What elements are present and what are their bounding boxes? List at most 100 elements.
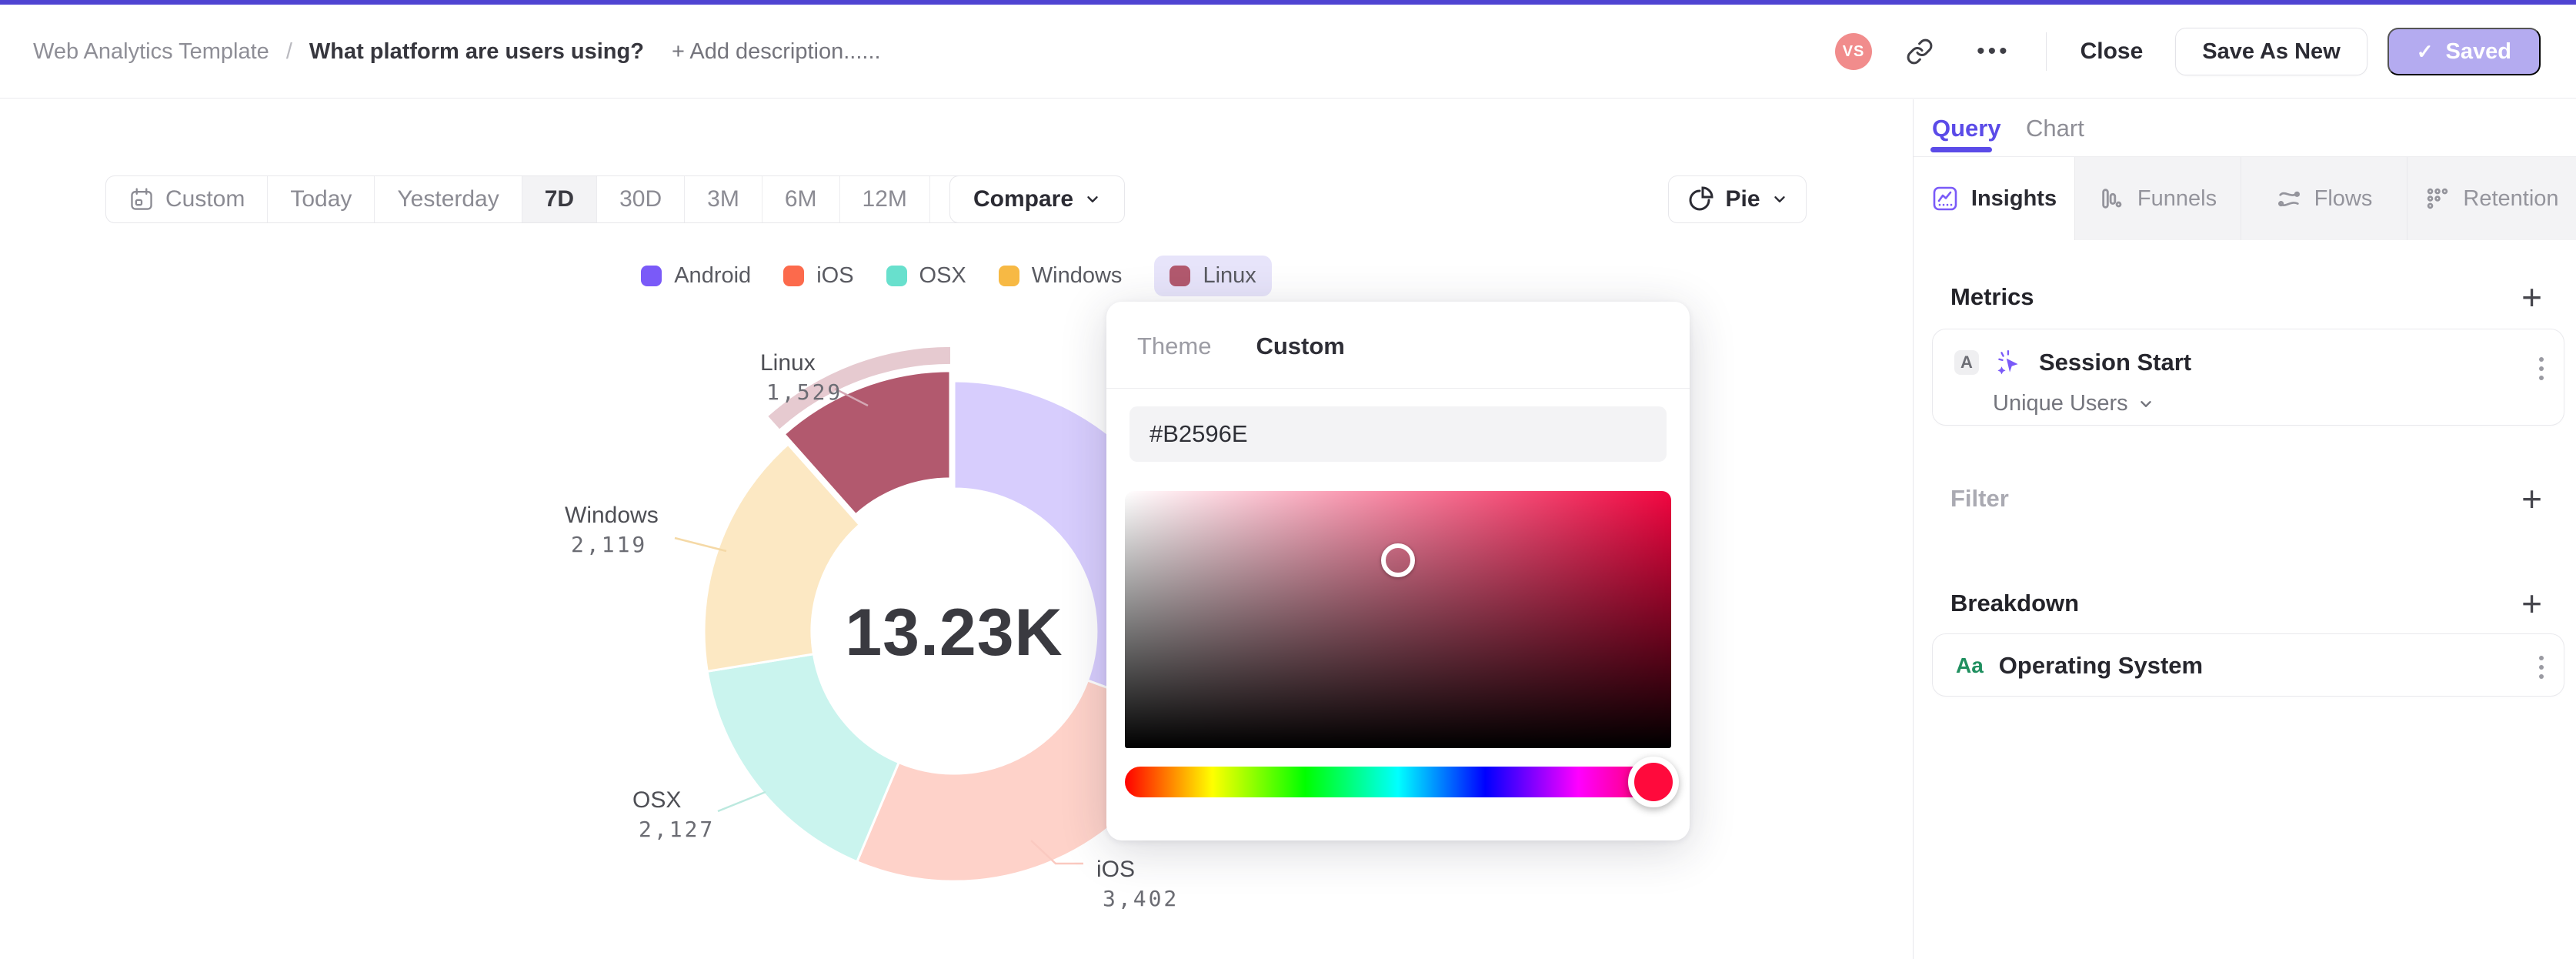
string-property-icon: Aa [1956, 653, 1984, 677]
add-filter-button[interactable]: + [2521, 479, 2542, 519]
tab-funnels[interactable]: Funnels [2074, 157, 2241, 240]
top-accent-bar [0, 0, 2576, 5]
header: Web Analytics Template / What platform a… [0, 5, 2576, 99]
sidebar-divider [1913, 99, 1914, 959]
header-actions: VS ••• Close Save As New ✓ Saved [1835, 5, 2541, 99]
slice-windows[interactable] [702, 443, 861, 673]
hue-slider[interactable] [1125, 767, 1671, 797]
tab-query[interactable]: Query [1932, 115, 2001, 142]
color-picker-popup: Theme Custom [1106, 302, 1690, 840]
chevron-down-icon [1087, 196, 1098, 202]
metric-series-badge: A [1954, 350, 1979, 375]
slice-linux[interactable] [782, 369, 952, 516]
filter-title: Filter [1950, 485, 2009, 512]
date-range-bar: Custom Today Yesterday 7D 30D 3M 6M 12M … [105, 175, 1049, 223]
chart-type-button[interactable]: Pie [1668, 175, 1807, 223]
range-7d[interactable]: 7D [522, 176, 598, 222]
page-title[interactable]: What platform are users using? [309, 38, 644, 64]
metric-kebab-menu-icon[interactable] [2539, 357, 2544, 380]
connector-linux [834, 387, 869, 407]
range-yesterday[interactable]: Yesterday [375, 176, 522, 222]
check-icon: ✓ [2416, 39, 2434, 63]
slice-osx[interactable] [706, 653, 900, 864]
connector-windows [674, 536, 727, 553]
color-marker[interactable] [1381, 543, 1415, 577]
avatar[interactable]: VS [1835, 33, 1873, 70]
breakdown-card: Aa Operating System [1932, 633, 2564, 697]
pie-chart-icon [1690, 186, 1713, 211]
add-metric-button[interactable]: + [2521, 277, 2542, 317]
chart-legend: Android iOS OSX Windows Linux [0, 256, 1913, 296]
breakdown-header: Breakdown + [1950, 586, 2542, 621]
connector-ios [1030, 840, 1083, 865]
metrics-header: Metrics + [1950, 279, 2542, 315]
saved-button-label: Saved [2445, 38, 2511, 64]
slice-label-linux: Linux 1,529 [760, 350, 843, 405]
range-12m[interactable]: 12M [840, 176, 930, 222]
breadcrumb: Web Analytics Template / What platform a… [33, 5, 881, 99]
range-30d[interactable]: 30D [597, 176, 686, 222]
legend-item-ios[interactable]: iOS [783, 256, 854, 296]
tab-flows[interactable]: Flows [2241, 157, 2407, 240]
measure-dropdown[interactable]: Unique Users [1993, 391, 2154, 416]
breadcrumb-separator: / [285, 38, 292, 64]
view-tabs: Insights Funnels Flows [1914, 157, 2576, 240]
saturation-gradient-area[interactable] [1125, 491, 1671, 748]
color-picker-tabs: Theme Custom [1137, 332, 1345, 360]
legend-swatch [783, 266, 805, 286]
slice-label-windows: Windows 2,119 [565, 503, 659, 557]
chart-type-label: Pie [1725, 186, 1760, 212]
slice-label-osx: OSX 2,127 [632, 787, 716, 842]
metrics-title: Metrics [1950, 283, 2034, 310]
legend-item-linux[interactable]: Linux [1154, 256, 1272, 296]
save-as-new-button[interactable]: Save As New [2175, 28, 2367, 75]
more-menu-icon[interactable]: ••• [1977, 38, 2010, 64]
saved-button[interactable]: ✓ Saved [2387, 28, 2541, 75]
metric-name[interactable]: Session Start [2039, 349, 2192, 376]
sidebar-top-tabs: Query Chart [1914, 99, 2576, 157]
range-custom[interactable]: Custom [106, 176, 269, 222]
range-6m[interactable]: 6M [762, 176, 840, 222]
tab-insights[interactable]: Insights [1914, 157, 2074, 240]
breakdown-row: Aa Operating System [1956, 634, 2203, 697]
close-button[interactable]: Close [2080, 38, 2144, 64]
tab-retention[interactable]: Retention [2407, 157, 2576, 240]
retention-icon [2428, 188, 2448, 209]
tab-custom[interactable]: Custom [1256, 332, 1345, 359]
breadcrumb-root-link[interactable]: Web Analytics Template [33, 38, 269, 64]
hue-slider-handle[interactable] [1628, 757, 1679, 807]
legend-swatch [886, 266, 907, 286]
legend-item-windows[interactable]: Windows [998, 256, 1122, 296]
legend-item-osx[interactable]: OSX [886, 256, 966, 296]
metric-row: A Session Start [1954, 348, 2191, 377]
range-today[interactable]: Today [268, 176, 375, 222]
add-breakdown-button[interactable]: + [2521, 583, 2542, 623]
metric-card: A Session Start Unique Users [1932, 329, 2564, 426]
hex-color-input[interactable] [1130, 406, 1667, 462]
slice-linux-highlight-band [768, 346, 950, 429]
compare-button[interactable]: Compare [949, 175, 1126, 223]
slice-label-ios: iOS 3,402 [1096, 857, 1180, 911]
funnels-icon [2102, 189, 2122, 209]
add-description-button[interactable]: + Add description...... [671, 38, 881, 64]
breakdown-property-name[interactable]: Operating System [1998, 652, 2204, 679]
legend-swatch [641, 266, 662, 286]
donut-center-total: 13.23K [845, 596, 1063, 670]
share-link-icon[interactable] [1906, 38, 1934, 65]
popup-divider [1106, 388, 1690, 389]
filter-header: Filter + [1950, 481, 2542, 516]
sidebar: Query Chart Insights Funne [1914, 99, 2576, 959]
tab-chart[interactable]: Chart [2026, 115, 2084, 142]
flows-icon [2277, 191, 2300, 207]
chevron-down-icon [1774, 196, 1785, 202]
breakdown-kebab-menu-icon[interactable] [2539, 656, 2544, 679]
connector-osx [717, 790, 766, 813]
tab-theme[interactable]: Theme [1137, 332, 1212, 359]
legend-item-android[interactable]: Android [641, 256, 751, 296]
insights-icon [1933, 186, 1957, 211]
range-3m[interactable]: 3M [685, 176, 762, 222]
legend-swatch [998, 266, 1019, 286]
chevron-down-icon [2140, 400, 2151, 407]
event-sparkle-icon [1997, 350, 2018, 375]
